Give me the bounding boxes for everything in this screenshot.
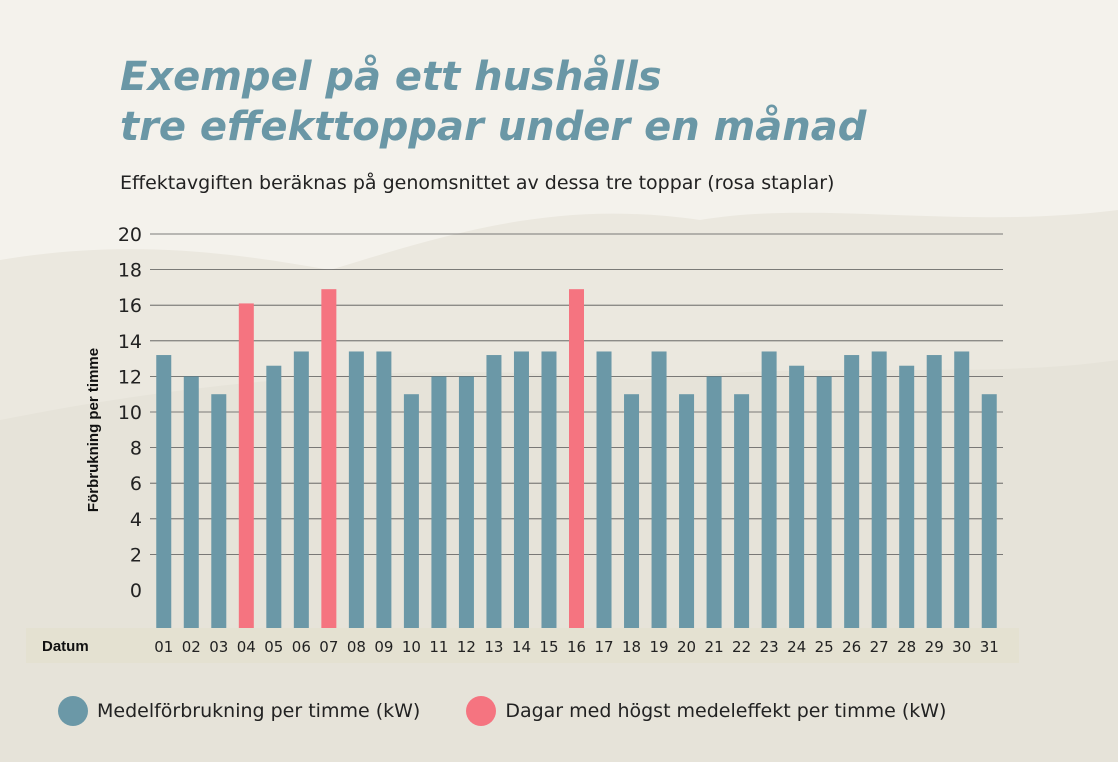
y-tick-label: 14 <box>118 331 142 353</box>
legend-swatch-normal <box>58 696 88 726</box>
x-tick-label: 27 <box>870 638 889 656</box>
bar <box>486 355 502 628</box>
legend-label-normal: Medelförbrukning per timme (kW) <box>97 700 421 722</box>
x-tick-label: 21 <box>705 638 724 656</box>
x-tick-label: 14 <box>512 638 531 656</box>
bar <box>871 351 887 628</box>
x-tick-label: 08 <box>347 638 366 656</box>
bar <box>734 394 750 628</box>
x-tick-label: 26 <box>842 638 861 656</box>
x-axis-label: Datum <box>42 638 89 655</box>
x-tick-label: 28 <box>897 638 916 656</box>
y-tick-label: 16 <box>118 295 142 317</box>
peak-bar <box>321 289 337 628</box>
bar <box>706 376 722 628</box>
x-tick-label: 13 <box>484 638 503 656</box>
x-tick-label: 03 <box>209 638 228 656</box>
y-axis-label: Förbrukning per timme <box>85 348 102 512</box>
x-tick-label: 19 <box>650 638 669 656</box>
bar <box>183 376 199 628</box>
x-tick-label: 17 <box>594 638 613 656</box>
x-tick-label: 25 <box>815 638 834 656</box>
title-line-1: Exempel på ett hushålls <box>120 54 662 100</box>
x-tick-label: 01 <box>154 638 173 656</box>
bar <box>844 355 860 628</box>
x-tick-label: 04 <box>237 638 256 656</box>
bar <box>651 351 667 628</box>
legend-item-normal: Medelförbrukning per timme (kW) <box>58 696 420 726</box>
x-tick-label: 18 <box>622 638 641 656</box>
x-tick-label: 02 <box>182 638 201 656</box>
x-tick-label: 29 <box>925 638 944 656</box>
bar <box>266 365 282 628</box>
y-tick-label: 4 <box>130 509 142 531</box>
x-tick-label: 20 <box>677 638 696 656</box>
bar <box>541 351 557 628</box>
bar <box>679 394 695 628</box>
legend-swatch-peak <box>466 696 497 726</box>
y-tick-label: 20 <box>118 224 142 246</box>
x-tick-label: 23 <box>760 638 779 656</box>
y-tick-label: 0 <box>130 580 142 602</box>
bar <box>789 365 805 628</box>
bar <box>293 351 309 628</box>
x-tick-label: 11 <box>429 638 448 656</box>
x-tick-label: 12 <box>457 638 476 656</box>
peak-bar <box>238 303 254 628</box>
x-tick-label: 07 <box>319 638 338 656</box>
legend-item-peak: Dagar med högst medeleffekt per timme (k… <box>466 696 946 726</box>
x-tick-label: 09 <box>374 638 393 656</box>
x-tick-label: 31 <box>980 638 999 656</box>
y-tick-label: 18 <box>118 260 142 282</box>
y-tick-label: 12 <box>118 366 142 388</box>
x-tick-label: 05 <box>264 638 283 656</box>
bar <box>954 351 970 628</box>
bar <box>348 351 364 628</box>
bar <box>431 376 447 628</box>
date-axis-band <box>26 628 1019 663</box>
bar <box>513 351 529 628</box>
bar <box>596 351 612 628</box>
bar <box>403 394 419 628</box>
bar <box>624 394 640 628</box>
bar <box>376 351 392 628</box>
y-tick-label: 6 <box>130 473 142 495</box>
chart-legend: Medelförbrukning per timme (kW) Dagar me… <box>58 696 946 726</box>
bar <box>926 355 942 628</box>
y-tick-label: 8 <box>130 438 142 460</box>
peak-bar <box>569 289 584 628</box>
chart-title: Exempel på ett hushålls tre effekttoppar… <box>120 52 866 152</box>
chart-subtitle: Effektavgiften beräknas på genomsnittet … <box>120 172 835 194</box>
x-tick-label: 30 <box>952 638 971 656</box>
x-tick-label: 22 <box>732 638 751 656</box>
x-tick-label: 24 <box>787 638 806 656</box>
bar <box>761 351 777 628</box>
bar <box>816 376 832 628</box>
bar <box>458 376 474 628</box>
y-tick-label: 10 <box>118 402 142 424</box>
x-tick-label: 16 <box>567 638 586 656</box>
x-tick-label: 15 <box>539 638 558 656</box>
legend-label-peak: Dagar med högst medeleffekt per timme (k… <box>505 700 947 722</box>
bar <box>981 394 997 628</box>
title-line-2: tre effekttoppar under en månad <box>120 104 867 150</box>
x-tick-label: 06 <box>292 638 311 656</box>
bar <box>211 394 227 628</box>
bar <box>156 355 172 628</box>
x-tick-label: 10 <box>402 638 421 656</box>
bar <box>899 365 915 628</box>
y-tick-label: 2 <box>130 544 142 566</box>
